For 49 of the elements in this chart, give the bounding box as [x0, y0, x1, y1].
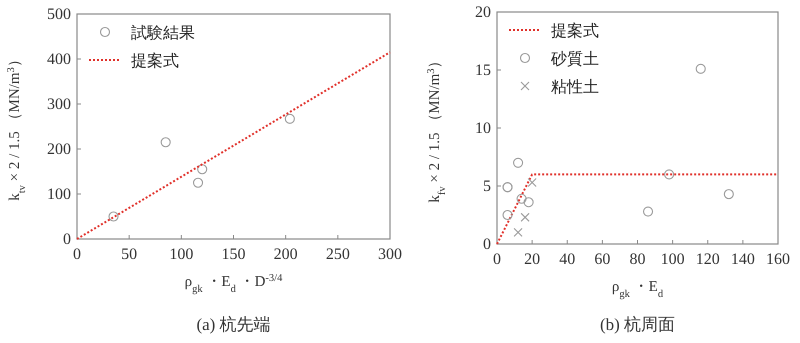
- x-tick-label: 300: [378, 246, 402, 263]
- legend-label: 砂質土: [550, 49, 599, 68]
- x-tick-label: 140: [730, 251, 755, 268]
- point: [724, 189, 734, 200]
- point: [516, 194, 527, 204]
- legend-label: 粘性土: [551, 77, 599, 96]
- x-axis-title: ρ$_{gk}$ ・E$_{d}$ ・D$^{-3/4}$: [184, 272, 284, 294]
- point: [514, 228, 523, 237]
- x-axis-title: ρ$_{gk}$ ・E$_{d}$: [612, 279, 664, 300]
- legend-label: 試験結果: [131, 23, 195, 42]
- text: (b) 杭周面: [600, 315, 676, 334]
- point: [160, 137, 171, 148]
- point: [513, 158, 524, 168]
- point: [528, 178, 537, 188]
- point: [664, 169, 674, 180]
- y-tick-label: 400: [47, 51, 71, 68]
- y-tick-label: 200: [47, 141, 71, 158]
- point: [696, 64, 706, 74]
- point: [108, 211, 119, 222]
- x-tick-label: 100: [169, 246, 194, 263]
- x-tick-label: 50: [121, 246, 138, 263]
- legend-label: 提案式: [131, 51, 179, 70]
- legend-label: 提案式: [551, 21, 599, 40]
- text: (a) 杭先端: [196, 315, 271, 334]
- x-tick-label: 40: [559, 251, 576, 268]
- x-tick-label: 160: [766, 251, 790, 268]
- point: [284, 114, 295, 124]
- point: [192, 178, 204, 188]
- x-tick-label: 80: [630, 251, 646, 268]
- x-tick-label: 200: [274, 246, 298, 263]
- y-tick-label: 10: [475, 120, 491, 137]
- x-tick-label: 60: [594, 251, 610, 268]
- point: [520, 212, 530, 222]
- y-tick-label: 5: [483, 178, 491, 195]
- x-tick-label: 20: [524, 251, 540, 268]
- x-tick-label: 250: [326, 246, 350, 263]
- y-tick-label: 0: [63, 231, 71, 248]
- y-tick-label: 300: [47, 96, 71, 113]
- x-tick-label: 120: [696, 251, 720, 268]
- point: [524, 197, 534, 208]
- y-tick-label: 20: [475, 4, 491, 21]
- y-tick-label: 500: [47, 6, 71, 23]
- y-tick-label: 15: [475, 62, 491, 79]
- point: [197, 164, 208, 174]
- point: [502, 210, 513, 220]
- y-tick-label: 100: [47, 186, 71, 203]
- point: [642, 206, 654, 217]
- x-tick-label: 150: [222, 246, 246, 263]
- x-tick-label: 100: [660, 251, 685, 268]
